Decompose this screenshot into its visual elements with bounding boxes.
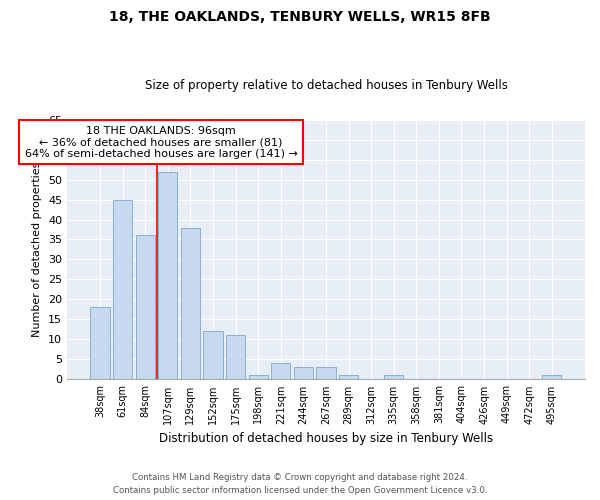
Bar [339, 376, 358, 380]
Bar [248, 376, 268, 380]
Bar [181, 228, 200, 380]
Bar [136, 236, 155, 380]
Bar [203, 332, 223, 380]
Bar [384, 376, 403, 380]
Title: Size of property relative to detached houses in Tenbury Wells: Size of property relative to detached ho… [145, 79, 508, 92]
X-axis label: Distribution of detached houses by size in Tenbury Wells: Distribution of detached houses by size … [159, 432, 493, 445]
Y-axis label: Number of detached properties: Number of detached properties [32, 162, 43, 337]
Text: 18 THE OAKLANDS: 96sqm
← 36% of detached houses are smaller (81)
64% of semi-det: 18 THE OAKLANDS: 96sqm ← 36% of detached… [25, 126, 298, 159]
Bar [316, 368, 335, 380]
Bar [271, 364, 290, 380]
Text: Contains HM Land Registry data © Crown copyright and database right 2024.
Contai: Contains HM Land Registry data © Crown c… [113, 473, 487, 495]
Bar [91, 308, 110, 380]
Text: 18, THE OAKLANDS, TENBURY WELLS, WR15 8FB: 18, THE OAKLANDS, TENBURY WELLS, WR15 8F… [109, 10, 491, 24]
Bar [542, 376, 562, 380]
Bar [113, 200, 132, 380]
Bar [158, 172, 178, 380]
Bar [294, 368, 313, 380]
Bar [226, 336, 245, 380]
